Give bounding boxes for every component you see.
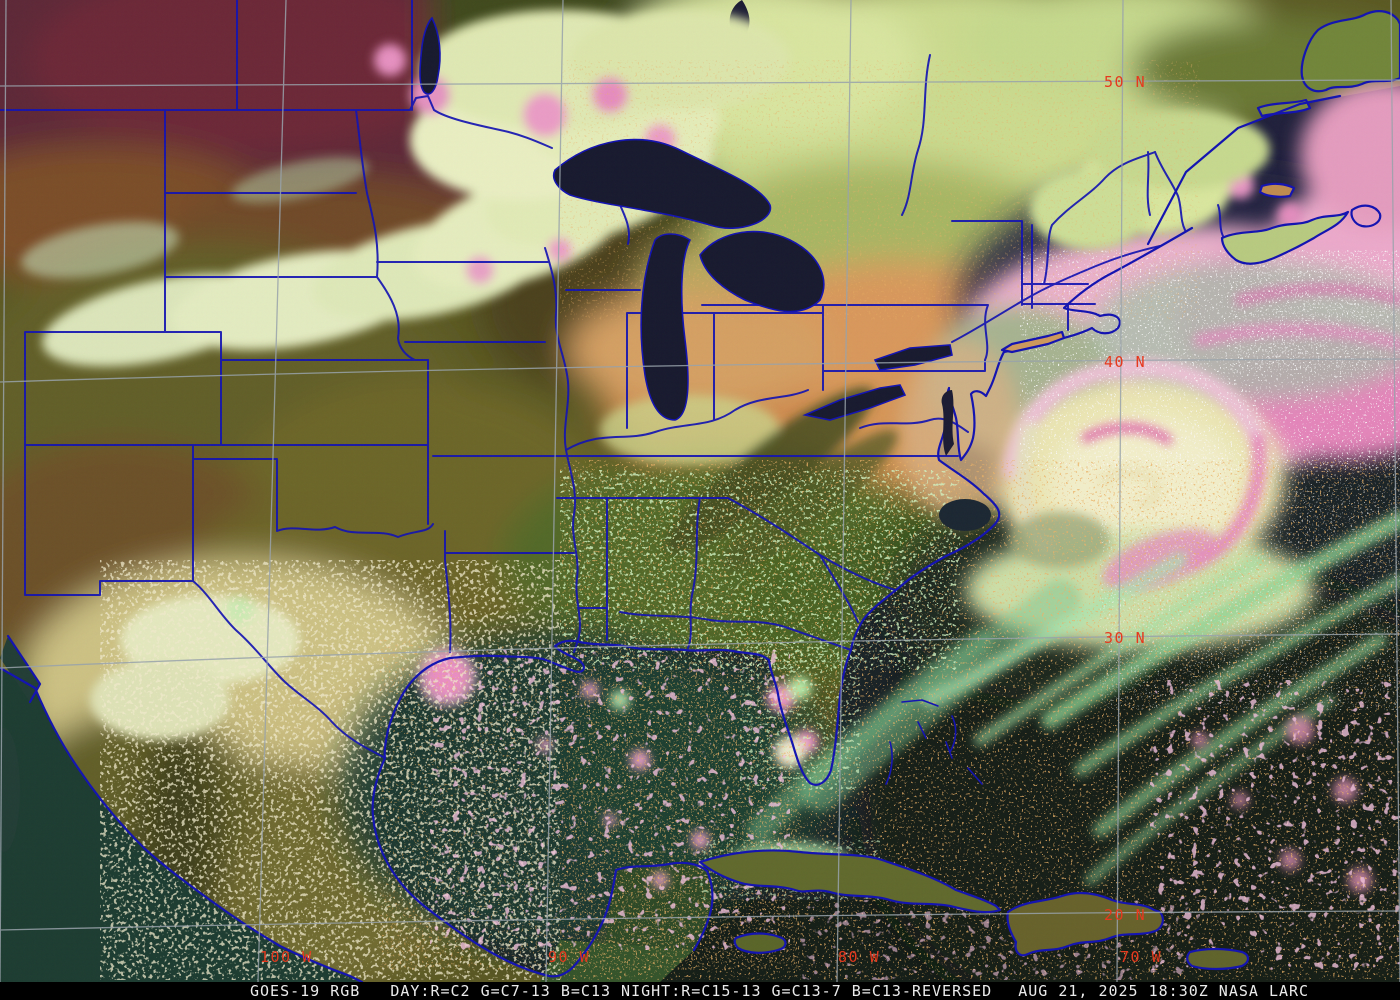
latitude-label: 50 N [1104, 73, 1146, 91]
gridline-40n [0, 358, 1400, 383]
timestamp-label: AUG 21, 2025 18:30Z [1018, 982, 1209, 1000]
gridline-70w [1116, 0, 1124, 982]
gridline-80w [836, 0, 852, 982]
longitude-label: 90 W [548, 948, 590, 966]
credit-label: NASA LARC [1218, 982, 1310, 1000]
latitude-label: 30 N [1104, 629, 1146, 647]
latitude-label: 40 N [1104, 353, 1146, 371]
grid-labels: 50 N 40 N 30 N 20 N 100 W 90 W 80 W 70 W [260, 73, 1162, 966]
gridline-20n [0, 910, 1400, 931]
gridline-100w [257, 0, 287, 982]
channel-recipe-label: DAY:R=C2 G=C7-13 B=C13 NIGHT:R=C15-13 G=… [390, 982, 993, 1000]
gridline-110w [0, 0, 7, 982]
longitude-label: 100 W [260, 948, 313, 966]
latitude-label: 20 N [1104, 906, 1146, 924]
gridline-30n [0, 633, 1400, 669]
gridline-60w [1390, 0, 1400, 982]
longitude-label: 80 W [838, 948, 880, 966]
product-label: GOES-19 RGB [250, 982, 361, 1000]
caption-bar: GOES-19 RGB DAY:R=C2 G=C7-13 B=C13 NIGHT… [0, 982, 1400, 1000]
longitude-label: 70 W [1120, 948, 1162, 966]
gridline-90w [545, 0, 564, 982]
